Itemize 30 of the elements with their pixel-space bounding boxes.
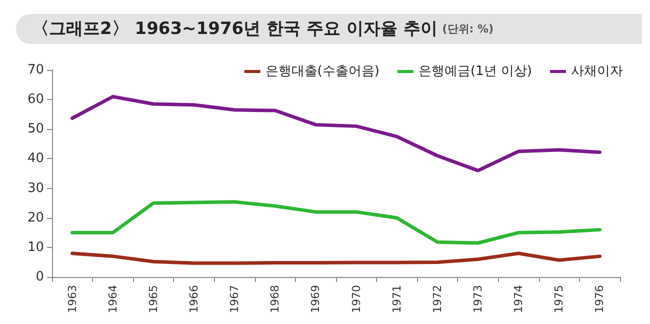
- legend-label: 사채이자: [571, 64, 623, 79]
- line-series: [70, 252, 602, 265]
- legend-label: 은행예금(1년 이상): [418, 64, 532, 79]
- x-tick-label: 1968: [268, 285, 282, 314]
- x-tick-label: 1963: [66, 285, 79, 314]
- x-tick-label: 1965: [146, 285, 160, 314]
- y-tick-label: 20: [27, 210, 44, 226]
- chart-subtitle: (단위: %): [442, 22, 494, 36]
- x-tick-label: 1967: [228, 285, 242, 314]
- x-tick-label: 1971: [390, 285, 404, 314]
- x-tick-label: 1969: [309, 285, 322, 314]
- chart-title: 〈그래프2〉 1963~1976년 한국 주요 이자율 추이: [32, 19, 438, 39]
- x-tick-label: 1970: [350, 285, 363, 314]
- legend-label: 은행대출(수출어음): [265, 64, 380, 79]
- x-tick-label: 1964: [106, 285, 120, 314]
- x-tick-label: 1974: [512, 285, 526, 314]
- y-tick-label: 10: [27, 240, 44, 255]
- y-tick-label: 50: [27, 122, 44, 137]
- x-tick-label: 1972: [430, 285, 444, 314]
- x-tick-label: 1976: [593, 285, 606, 314]
- x-tick-label: 1966: [188, 285, 200, 314]
- y-tick-label: 60: [27, 92, 44, 108]
- line-series: [70, 200, 602, 245]
- x-tick-label: 1973: [472, 285, 484, 314]
- y-tick-label: 40: [27, 151, 44, 166]
- y-tick-label: 70: [27, 62, 44, 78]
- x-tick-label: 1975: [552, 285, 566, 314]
- y-tick-label: 0: [36, 270, 44, 285]
- y-tick-label: 30: [27, 180, 44, 196]
- line-series: [70, 94, 602, 172]
